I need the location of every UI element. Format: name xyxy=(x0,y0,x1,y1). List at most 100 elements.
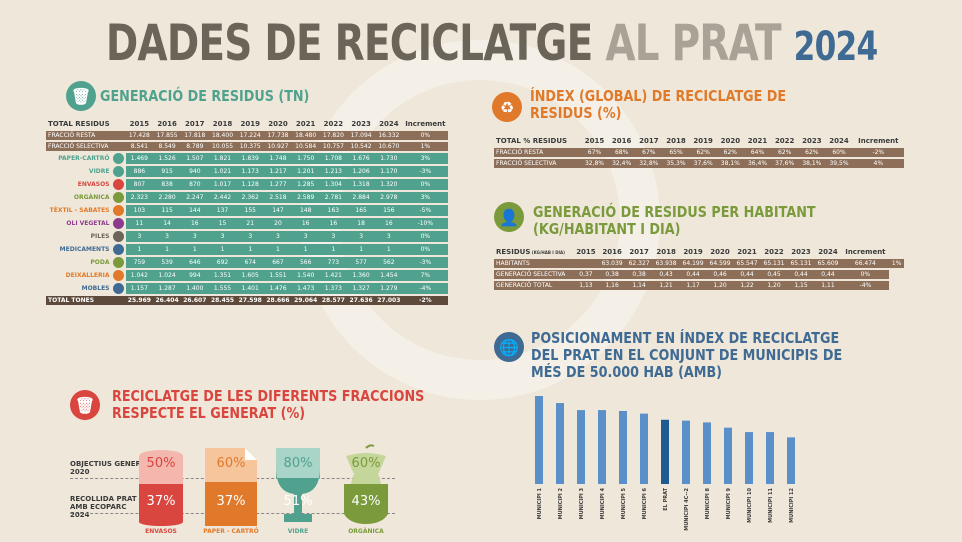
paper-icon xyxy=(112,153,124,164)
table-cell: 1.304 xyxy=(319,179,348,190)
table-row: MEDICAMENTS 1 1 1 1 1 1 1 1 1 1 0% xyxy=(46,244,448,255)
table-cell: 1.476 xyxy=(264,283,292,294)
table-cell: 65.547 xyxy=(733,259,761,268)
table-cell: 2.323 xyxy=(125,192,154,203)
header-cell: 2024 xyxy=(818,248,838,256)
recollida-label: RECOLLIDA PRAT AMB ECOPARC 2024 xyxy=(70,495,137,519)
table-cell: 1.708 xyxy=(319,153,348,164)
table-cell: 0% xyxy=(402,231,448,242)
table-cell: 3 xyxy=(236,231,265,242)
table-cell: 32,8% xyxy=(580,159,609,168)
vidre-glass-shape xyxy=(276,448,320,522)
header-cell: Increment xyxy=(858,137,899,145)
table-cell: 940 xyxy=(180,166,209,177)
table-cell: 0,37 xyxy=(573,270,599,279)
table-cell: 3 xyxy=(347,231,375,242)
table-cell: 692 xyxy=(208,257,237,268)
fraccions-title: RECICLATGE DE LES DIFERENTS FRACCIONS RE… xyxy=(112,387,425,422)
header-cell: 2021 xyxy=(295,120,316,128)
bar-label: MUNICIPI 2 xyxy=(558,487,564,519)
header-cell: 2021 xyxy=(747,137,768,145)
table-cell: 63.039 xyxy=(598,259,626,268)
table-cell: 0% xyxy=(402,179,448,190)
header-cell: 2020 xyxy=(720,137,741,145)
table-cell: 16 xyxy=(180,218,209,229)
table-cell: 3 xyxy=(153,231,181,242)
table-row: FRACCIÓ SELECTIVA 32,8% 32,4% 32,8% 35,3% 37,… xyxy=(494,159,904,168)
table-cell: 1 xyxy=(208,244,237,255)
table-cell: 11 xyxy=(125,218,154,229)
table-cell: 17.224 xyxy=(236,131,265,140)
total-cell: 28.455 xyxy=(208,296,237,305)
table-cell: 1.676 xyxy=(347,153,375,164)
table-cell: 1.277 xyxy=(264,179,292,190)
header-cell: 2023 xyxy=(351,120,371,128)
table-cell: 915 xyxy=(153,166,181,177)
table-cell: 38,1% xyxy=(798,159,826,168)
table-cell: 62% xyxy=(716,148,744,157)
table-cell: 147 xyxy=(264,205,292,216)
table-cell: 1.024 xyxy=(153,270,181,281)
table-cell: 1.839 xyxy=(236,153,265,164)
table-cell: 1.526 xyxy=(153,153,181,164)
table-cell: 10.542 xyxy=(347,142,375,151)
index-header-row: TOTAL % RESIDUS 2015 2016 2017 2018 2019 2020 2… xyxy=(494,137,904,146)
table-cell: 2.280 xyxy=(153,192,181,203)
table-row: PAPER-CARTRÓ 1.469 1.526 1.507 1.821 1.839 1.7… xyxy=(46,153,448,164)
globe-icon: 🌐 xyxy=(494,332,524,362)
table-cell: 1.279 xyxy=(374,283,403,294)
table-cell: 1.206 xyxy=(347,166,375,177)
table-cell: 115 xyxy=(153,205,181,216)
table-cell: 15 xyxy=(208,218,237,229)
table-cell: 3% xyxy=(402,192,448,203)
table-cell: 1.360 xyxy=(347,270,375,281)
table-cell: 1 xyxy=(153,244,181,255)
total-cell: 27.636 xyxy=(347,296,375,305)
table-row: FRACCIÓ RESTA 67% 68% 67% 65% 62% 62% 64% 62% 62%… xyxy=(494,148,904,157)
table-cell: 1 xyxy=(264,244,292,255)
recycle-icon: ♻ xyxy=(492,92,522,122)
table-cell: 3 xyxy=(125,231,154,242)
table-cell: 163 xyxy=(319,205,348,216)
table-cell: 1.320 xyxy=(374,179,403,190)
table-cell: 38,1% xyxy=(716,159,744,168)
row-label: DEIXALLERIA xyxy=(46,270,126,281)
table-cell: -3% xyxy=(402,166,448,177)
row-label: MEDICAMENTS xyxy=(46,244,126,255)
table-cell: 103 xyxy=(125,205,154,216)
table-row: HABITANTS 63.039 62.327 63.938 64.199 64.599 6… xyxy=(494,259,904,268)
table-cell: 1.507 xyxy=(180,153,209,164)
table-cell: 67% xyxy=(635,148,663,157)
table-cell: 62% xyxy=(689,148,717,157)
table-cell: 0,44 xyxy=(733,270,761,279)
table-row: MOBLES 1.157 1.287 1.400 1.555 1.401 1.476 1.47… xyxy=(46,283,448,294)
table-cell: 1,15 xyxy=(787,281,815,290)
ranking-bar-chart: MUNICIPI 1 MUNICIPI 2 MUNICIPI 3 MUNICIPI 4… xyxy=(535,396,795,531)
bar-label: MUNICIPI 1 xyxy=(537,487,543,519)
table-row: GENERACIÓ SELECTIVA 0,37 0,38 0,38 0,43 0,44 0… xyxy=(494,270,904,279)
furniture-icon xyxy=(112,283,124,294)
table-cell: 1,11 xyxy=(814,281,842,290)
table-cell: 62% xyxy=(798,148,826,157)
textile-icon xyxy=(112,205,124,216)
table-cell: 155 xyxy=(236,205,265,216)
row-label: HABITANTS xyxy=(494,259,574,268)
table-cell: 1 xyxy=(180,244,209,255)
table-cell: 0,44 xyxy=(787,270,815,279)
table-cell: 21 xyxy=(236,218,265,229)
table-cell: 1% xyxy=(889,259,904,268)
table-cell: 17.738 xyxy=(264,131,292,140)
table-cell: 2.884 xyxy=(347,192,375,203)
table-cell: 36,4% xyxy=(743,159,772,168)
header-cell: 2018 xyxy=(666,137,686,145)
table-row: DEIXALLERIA 1.042 1.024 994 1.351 1.605 1.551 1… xyxy=(46,270,448,281)
generacio-title: GENERACIÓ DE RESIDUS (TN) xyxy=(100,87,310,105)
table-cell: 8.541 xyxy=(125,142,154,151)
table-cell: 17.855 xyxy=(153,131,181,140)
total-cell: 28.666 xyxy=(264,296,292,305)
header-cell: 2020 xyxy=(710,248,730,256)
table-cell: 1.170 xyxy=(374,166,403,177)
table-cell: 1.821 xyxy=(208,153,237,164)
header-cell: 2019 xyxy=(683,248,703,256)
header-cell: Increment xyxy=(405,120,446,128)
